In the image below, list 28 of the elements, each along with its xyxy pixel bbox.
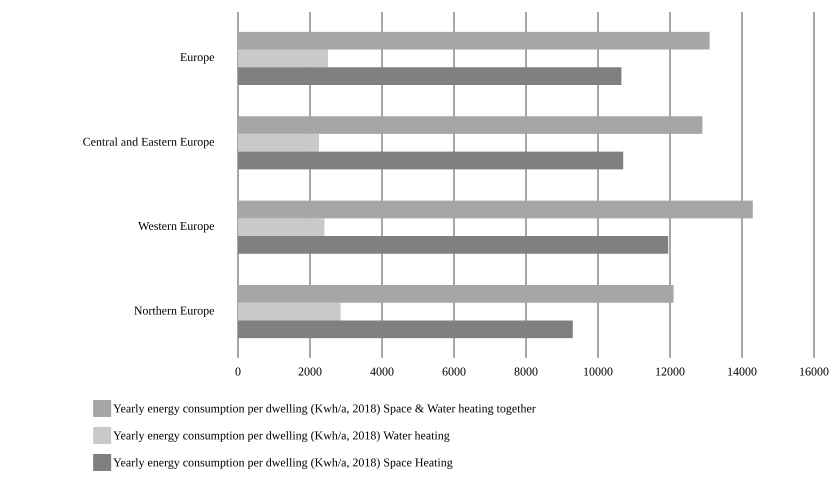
x-tick-label: 0 — [235, 368, 241, 376]
legend-label: Yearly energy consumption per dwelling (Kwh/a, 2018) Water heating — [113, 431, 450, 442]
x-tick-label: 10000 — [584, 368, 612, 376]
y-tick-label: Western Europe — [138, 222, 214, 232]
y-tick-label: Central and Eastern Europe — [83, 137, 214, 148]
bar — [238, 236, 668, 254]
y-tick-label: Northern Europe — [134, 306, 214, 317]
y-tick-label: Europe — [180, 53, 214, 64]
bar — [238, 218, 324, 236]
x-tick-label: 16000 — [800, 368, 828, 376]
x-tick-label: 4000 — [370, 368, 394, 376]
bar — [238, 116, 702, 134]
x-tick-label: 6000 — [442, 368, 466, 376]
bar — [238, 134, 320, 152]
x-tick-label: 12000 — [656, 368, 684, 376]
x-tick-label: 14000 — [728, 368, 756, 376]
x-tick-label: 2000 — [298, 368, 322, 376]
bar — [238, 320, 573, 338]
bar — [238, 32, 710, 50]
bar — [238, 302, 341, 320]
bar — [238, 152, 624, 170]
x-tick-label: 8000 — [514, 368, 538, 376]
legend-label: Yearly energy consumption per dwelling (Kwh/a, 2018) Space & Water heating together — [113, 404, 536, 415]
legend-label: Yearly energy consumption per dwelling (Kwh/a, 2018) Space Heating — [113, 458, 452, 469]
bar — [238, 284, 674, 303]
bar — [238, 200, 753, 218]
bar — [238, 67, 622, 85]
bar — [238, 50, 328, 68]
